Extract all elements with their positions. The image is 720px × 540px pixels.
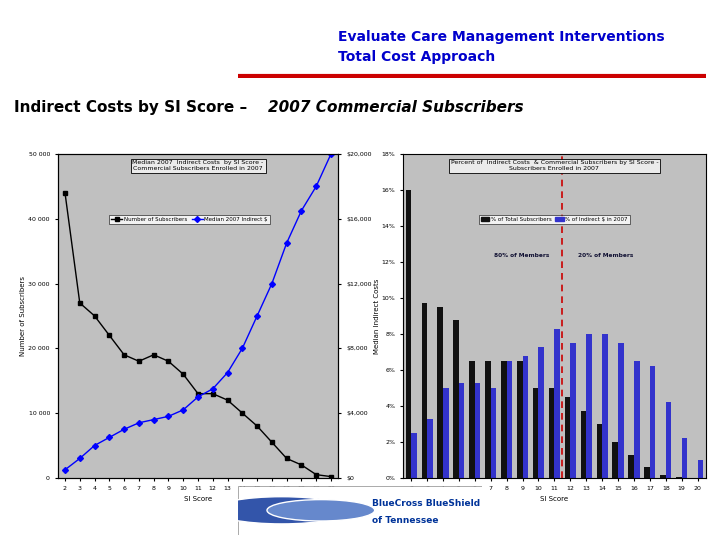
Text: Percent of  Indirect Costs  & Commercial Subscribers by SI Score -
Subscribers E: Percent of Indirect Costs & Commercial S… — [451, 160, 658, 171]
Bar — [438, 307, 443, 478]
FancyBboxPatch shape — [238, 486, 482, 535]
Bar — [421, 303, 427, 478]
Bar — [443, 388, 449, 478]
Legend: Number of Subscribers, Median 2007 Indirect $: Number of Subscribers, Median 2007 Indir… — [109, 215, 270, 225]
Bar — [405, 190, 411, 478]
Bar — [411, 433, 417, 478]
Bar — [634, 361, 639, 478]
Text: 20% of Members: 20% of Members — [578, 253, 634, 258]
Circle shape — [267, 500, 374, 521]
Bar — [666, 402, 671, 478]
Bar — [427, 418, 433, 478]
Circle shape — [213, 497, 350, 524]
Bar — [618, 343, 624, 478]
Text: Indirect Costs by SI Score –: Indirect Costs by SI Score – — [14, 100, 253, 115]
Bar — [539, 347, 544, 478]
X-axis label: SI Score: SI Score — [184, 496, 212, 502]
Bar — [491, 388, 496, 478]
Bar — [474, 382, 480, 478]
Bar — [469, 361, 474, 478]
Bar — [586, 334, 592, 478]
Bar — [580, 411, 586, 478]
Bar — [501, 361, 507, 478]
X-axis label: SI Score: SI Score — [540, 496, 569, 502]
Text: Total Cost Approach: Total Cost Approach — [338, 50, 495, 64]
Bar — [676, 477, 682, 478]
Bar — [517, 361, 523, 478]
Bar — [554, 328, 560, 478]
Bar — [613, 442, 618, 478]
Text: of Tennessee: of Tennessee — [372, 516, 438, 524]
Bar — [602, 334, 608, 478]
Bar — [644, 467, 650, 478]
Bar — [454, 320, 459, 478]
Bar — [485, 361, 491, 478]
Bar — [660, 475, 666, 478]
Bar — [682, 438, 688, 478]
Text: 80% of Members: 80% of Members — [494, 253, 549, 258]
Bar — [650, 366, 655, 478]
Bar — [570, 343, 576, 478]
Bar — [629, 455, 634, 478]
Y-axis label: Median Indirect Costs: Median Indirect Costs — [374, 278, 380, 354]
Bar — [597, 424, 602, 478]
Y-axis label: Number of Subscribers: Number of Subscribers — [19, 276, 26, 356]
Text: BlueCross BlueShield: BlueCross BlueShield — [372, 498, 480, 508]
Bar — [698, 460, 703, 478]
Bar — [549, 388, 554, 478]
Text: 2007 Commercial Subscribers: 2007 Commercial Subscribers — [268, 100, 523, 115]
Bar — [507, 361, 512, 478]
Bar — [459, 382, 464, 478]
Text: Evaluate Care Management Interventions: Evaluate Care Management Interventions — [338, 30, 665, 44]
Bar — [533, 388, 539, 478]
Legend: % of Total Subscribers, % of Indirect $ in 2007: % of Total Subscribers, % of Indirect $ … — [479, 215, 630, 225]
Text: Median 2007  Indirect Costs  by SI Score -
Commercial Subscribers Enrolled in 20: Median 2007 Indirect Costs by SI Score -… — [132, 160, 264, 171]
Bar — [564, 397, 570, 478]
Bar — [523, 355, 528, 478]
